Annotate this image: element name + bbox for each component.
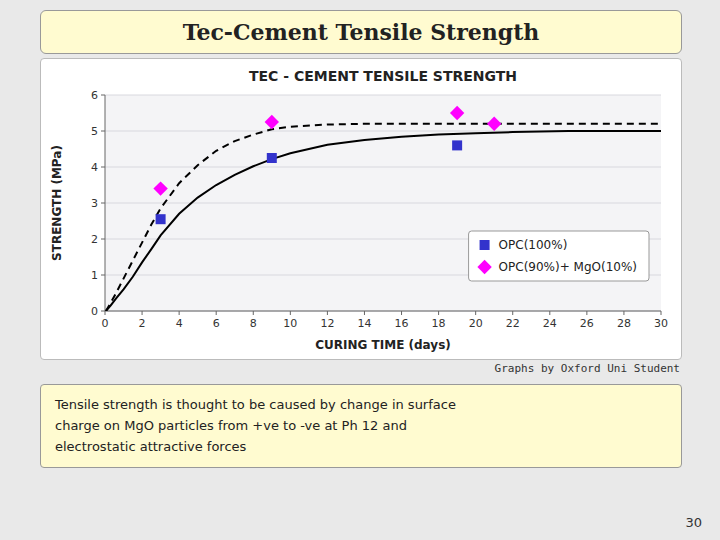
tick-label: 2 xyxy=(91,233,98,246)
tick-label: 14 xyxy=(357,317,371,330)
tick-label: 0 xyxy=(102,317,109,330)
tick-label: 22 xyxy=(506,317,520,330)
grid-line xyxy=(105,311,661,312)
chart-box: 0123456024681012141618202224262830TEC - … xyxy=(40,58,682,360)
tick-mark xyxy=(101,131,105,132)
tick-label: 3 xyxy=(91,197,98,210)
legend: OPC(100%) OPC(90%)+ MgO(10%) xyxy=(469,231,649,281)
tick-label: 12 xyxy=(320,317,334,330)
plot-marks xyxy=(106,106,661,311)
tick-label: 18 xyxy=(432,317,446,330)
data-point xyxy=(267,153,277,163)
tick-label: 30 xyxy=(654,317,668,330)
data-point xyxy=(265,115,279,129)
tick-mark xyxy=(216,311,217,315)
solid-curve xyxy=(106,131,661,311)
grid-line xyxy=(105,203,661,204)
data-point xyxy=(156,214,166,224)
tick-mark xyxy=(401,311,402,315)
tick-label: 8 xyxy=(250,317,257,330)
dashed-curve xyxy=(106,124,661,311)
tick-mark xyxy=(586,311,587,315)
tick-label: 6 xyxy=(91,89,98,102)
tick-mark xyxy=(661,311,662,315)
tick-mark xyxy=(179,311,180,315)
tick-label: 26 xyxy=(580,317,594,330)
tick-label: 0 xyxy=(91,305,98,318)
grid-line xyxy=(105,167,661,168)
tick-mark xyxy=(101,311,105,312)
x-axis-label: CURING TIME (days) xyxy=(315,338,451,352)
y-axis-label: STRENGTH (MPa) xyxy=(50,145,64,261)
tick-label: 5 xyxy=(91,125,98,138)
y-axis xyxy=(105,95,106,311)
tick-mark xyxy=(101,167,105,168)
tick-label: 4 xyxy=(176,317,183,330)
tick-mark xyxy=(253,311,254,315)
data-point xyxy=(153,181,167,195)
data-point xyxy=(452,140,462,150)
plot-area xyxy=(105,95,661,311)
page-number: 30 xyxy=(685,515,702,530)
legend-swatch xyxy=(477,260,491,274)
tick-mark xyxy=(101,275,105,276)
legend-label: OPC(100%) xyxy=(499,238,568,252)
data-point xyxy=(487,117,501,131)
legend-swatch xyxy=(480,240,490,250)
tick-mark xyxy=(290,311,291,315)
tick-mark xyxy=(142,311,143,315)
tick-mark xyxy=(101,239,105,240)
data-point xyxy=(450,106,464,120)
tick-label: 1 xyxy=(91,269,98,282)
tick-label: 20 xyxy=(469,317,483,330)
grid-line xyxy=(105,95,661,96)
tick-label: 4 xyxy=(91,161,98,174)
legend-box xyxy=(469,231,649,281)
tick-mark xyxy=(475,311,476,315)
chart-title: TEC - CEMENT TENSILE STRENGTH xyxy=(249,68,517,84)
x-axis xyxy=(105,311,661,312)
slide-title: Tec-Cement Tensile Strength xyxy=(40,10,682,54)
tick-label: 16 xyxy=(395,317,409,330)
chart: 0123456024681012141618202224262830TEC - … xyxy=(41,59,681,359)
tick-label: 6 xyxy=(213,317,220,330)
tick-mark xyxy=(623,311,624,315)
tick-mark xyxy=(512,311,513,315)
tick-mark xyxy=(105,311,106,315)
legend-label: OPC(90%)+ MgO(10%) xyxy=(499,260,637,274)
tick-mark xyxy=(364,311,365,315)
tick-mark xyxy=(327,311,328,315)
tick-mark xyxy=(101,203,105,204)
tick-label: 24 xyxy=(543,317,557,330)
note: Tensile strength is thought to be caused… xyxy=(40,384,682,468)
tick-mark xyxy=(438,311,439,315)
tick-mark xyxy=(101,95,105,96)
tick-label: 2 xyxy=(139,317,146,330)
tick-mark xyxy=(549,311,550,315)
tick-label: 10 xyxy=(283,317,297,330)
chart-subtitle: Graphs by Oxford Uni Student xyxy=(495,362,680,375)
tick-label: 28 xyxy=(617,317,631,330)
